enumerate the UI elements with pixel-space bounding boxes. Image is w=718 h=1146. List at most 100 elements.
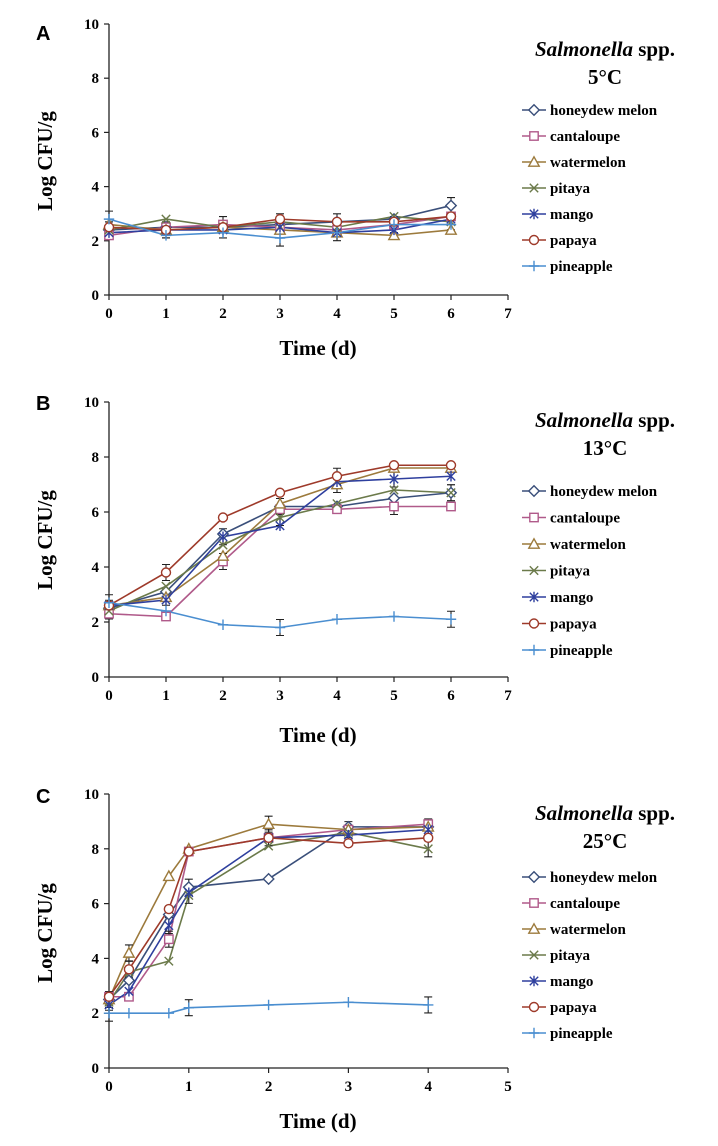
data-point-mango (446, 471, 456, 482)
legend-label-pitaya: pitaya (550, 948, 591, 964)
x-tick-label: 1 (162, 688, 170, 704)
panel-letter: C (36, 786, 50, 808)
x-tick-label: 7 (504, 688, 512, 704)
plot-area: 0 2 4 6 8 10 0 1 2 3 4 5 (84, 787, 512, 1095)
series-line-papaya (108, 464, 451, 607)
x-axis-label: Time (d) (279, 336, 356, 360)
data-point-pineapple (217, 227, 229, 238)
data-point-pitaya (446, 488, 456, 498)
panel-c: C Log CFU/g Time (d) Salmonella spp. 25°… (33, 786, 675, 1133)
legend-marker (527, 155, 541, 167)
data-point-pineapple (331, 614, 343, 625)
data-point-pineapple (445, 219, 457, 230)
legend-marker (527, 103, 541, 117)
x-tick-label: 6 (447, 688, 455, 704)
legend-label-mango: mango (550, 590, 593, 606)
data-point-papaya (163, 903, 175, 915)
data-point-pitaya (389, 485, 399, 495)
plot-area: 0 2 4 6 8 10 0 1 2 3 4 5 6 7 (84, 395, 512, 704)
data-point-papaya (274, 213, 286, 225)
x-tick-label: 2 (219, 688, 227, 704)
y-axis-label: Log CFU/g (33, 111, 57, 211)
y-tick-label: 2 (92, 234, 100, 250)
data-point-mango (184, 887, 194, 898)
legend-label-pitaya: pitaya (550, 181, 591, 197)
legend-marker (527, 922, 541, 934)
x-tick-label: 3 (276, 306, 284, 322)
legend-marker (527, 484, 541, 498)
x-tick-label: 2 (265, 1079, 273, 1095)
data-point-pineapple (274, 622, 286, 633)
data-point-papaya (123, 964, 135, 975)
panel-a: A Log CFU/g Time (d) Salmonella spp. 5°C… (33, 17, 675, 360)
data-point-papaya (331, 471, 343, 482)
series-line-pitaya (108, 831, 429, 1003)
data-point-pineapple (103, 1008, 115, 1019)
chart-title-temperature: 5°C (588, 65, 622, 89)
legend-label-pitaya: pitaya (550, 564, 591, 580)
y-axis-label: Log CFU/g (33, 490, 57, 590)
data-point-papaya (183, 846, 195, 857)
data-point-papaya (160, 567, 172, 578)
chart-title-temperature: 13°C (583, 436, 628, 460)
legend-marker (528, 260, 540, 272)
x-tick-label: 1 (162, 306, 170, 322)
data-point-mango (164, 920, 174, 931)
legend-label-papaya: papaya (550, 233, 597, 249)
data-point-watermelon (122, 946, 136, 958)
panel-b: B Log CFU/g Time (d) Salmonella spp. 13°… (33, 393, 675, 747)
legend-label-pineapple: pineapple (550, 259, 613, 275)
y-tick-label: 8 (92, 71, 100, 87)
data-point-papaya (445, 460, 457, 471)
data-point-watermelon (262, 817, 275, 830)
legend: honeydew melon cantaloupe watermelon pitaya… (522, 103, 658, 275)
data-point-pineapple (160, 230, 172, 241)
series-line-papaya (108, 837, 429, 998)
y-tick-label: 6 (92, 125, 100, 141)
data-point-pitaya (275, 512, 285, 523)
data-point-watermelon (162, 869, 176, 882)
data-point-pineapple (183, 1002, 194, 1013)
y-tick-label: 6 (92, 897, 100, 913)
panel-letter: A (36, 23, 50, 45)
data-point-pineapple (274, 232, 286, 244)
data-point-papaya (274, 487, 286, 498)
data-point-pitaya (218, 540, 228, 550)
legend-marker (528, 644, 540, 656)
data-point-mango (218, 531, 228, 542)
legend-label-pineapple: pineapple (550, 1026, 613, 1042)
data-point-cantaloupe (389, 501, 399, 512)
chart-title-organism: Salmonella spp. (535, 801, 675, 825)
data-point-watermelon (216, 549, 230, 561)
panel-letter: B (36, 393, 50, 415)
x-tick-label: 0 (105, 688, 113, 704)
data-point-pineapple (423, 999, 434, 1011)
data-point-pineapple (123, 1008, 135, 1019)
legend-marker (529, 183, 539, 193)
data-point-pineapple (217, 619, 229, 630)
x-tick-label: 3 (276, 688, 284, 704)
y-tick-label: 4 (92, 951, 100, 967)
legend-label-honeydew-melon: honeydew melon (550, 870, 658, 886)
y-tick-label: 2 (92, 615, 100, 631)
data-point-pitaya (423, 844, 433, 854)
data-point-pineapple (103, 213, 115, 225)
y-tick-label: 0 (92, 1061, 100, 1077)
series-line-watermelon (108, 823, 429, 1000)
legend-label-mango: mango (550, 974, 593, 990)
legend: honeydew melon cantaloupe watermelon pitaya… (522, 870, 658, 1042)
data-point-papaya (217, 512, 229, 523)
legend-marker (529, 975, 539, 987)
legend-marker (528, 1001, 540, 1013)
data-point-cantaloupe (446, 501, 456, 512)
data-point-pineapple (263, 999, 274, 1011)
data-point-pineapple (103, 597, 115, 608)
x-tick-label: 4 (333, 688, 341, 704)
legend-marker (529, 591, 539, 603)
data-point-watermelon (273, 497, 287, 509)
data-point-papaya (423, 832, 434, 844)
legend-label-cantaloupe: cantaloupe (550, 129, 620, 145)
data-point-pitaya (161, 214, 171, 224)
y-tick-label: 10 (84, 17, 99, 33)
